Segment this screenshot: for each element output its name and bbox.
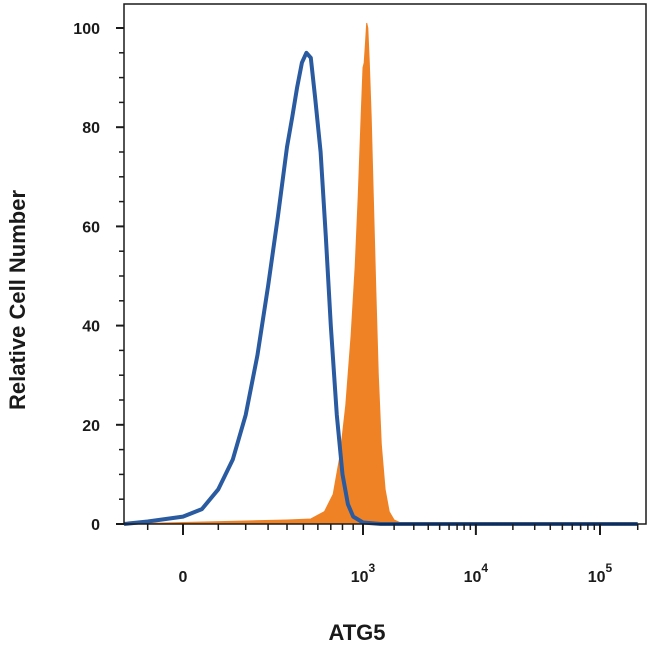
x-tick-exponent: 3 bbox=[369, 561, 376, 575]
y-tick-label: 80 bbox=[82, 120, 100, 137]
x-tick-label: 0 bbox=[179, 569, 188, 586]
x-tick-label: 105 bbox=[588, 561, 613, 586]
x-tick-base: 10 bbox=[464, 569, 482, 586]
x-tick-label: 104 bbox=[464, 561, 489, 586]
y-axis: 0 20 40 60 80 100 bbox=[73, 21, 124, 534]
x-tick-base: 10 bbox=[351, 569, 369, 586]
y-tick-label: 0 bbox=[91, 517, 100, 534]
x-axis-label: ATG5 bbox=[328, 620, 385, 645]
x-tick-exponent: 5 bbox=[606, 561, 613, 575]
x-tick-exponent: 4 bbox=[481, 561, 488, 575]
y-tick-label: 40 bbox=[82, 319, 100, 336]
x-tick-base: 0 bbox=[179, 569, 188, 586]
outline-histogram bbox=[123, 50, 638, 526]
series-layer bbox=[123, 22, 638, 526]
plot-frame bbox=[123, 3, 647, 525]
filled-histogram bbox=[123, 22, 638, 525]
y-tick-label: 20 bbox=[82, 418, 100, 435]
plot-area bbox=[123, 3, 647, 526]
y-axis-label: Relative Cell Number bbox=[5, 190, 30, 411]
x-tick-label: 103 bbox=[351, 561, 376, 586]
x-tick-base: 10 bbox=[588, 569, 606, 586]
y-tick-label: 100 bbox=[73, 21, 100, 38]
y-tick-label: 60 bbox=[82, 219, 100, 236]
